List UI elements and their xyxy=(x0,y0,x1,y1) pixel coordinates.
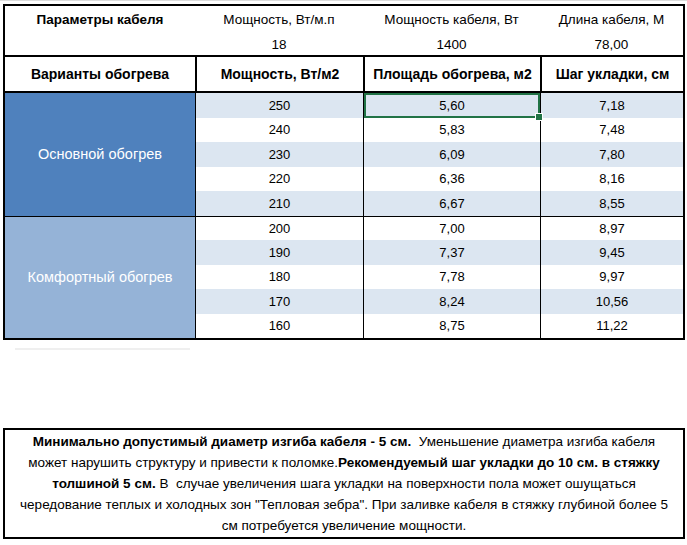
cell-value: 7,78 xyxy=(439,269,464,284)
data-cell[interactable]: 6,67 xyxy=(363,191,540,216)
data-cell[interactable]: 190 xyxy=(195,240,363,265)
cell-value: 9,45 xyxy=(599,245,624,260)
header-cell-power[interactable]: Мощность, Вт/м2 xyxy=(195,57,363,91)
cell-value: 200 xyxy=(269,221,291,236)
cell-value: 5,83 xyxy=(439,122,464,137)
cell-value: 5,60 xyxy=(439,98,464,113)
cell-value: 8,24 xyxy=(439,294,464,309)
gridline-artifact xyxy=(0,0,687,1)
data-cell[interactable]: 8,24 xyxy=(363,289,540,314)
cell-value: 10,56 xyxy=(596,294,629,309)
section-label-text: Основной обогрев xyxy=(38,146,162,162)
section-label-cell[interactable]: Основной обогрев xyxy=(5,93,195,216)
data-cell[interactable]: 7,37 xyxy=(363,240,540,265)
cell-value: 220 xyxy=(269,171,291,186)
param-label-cable-length[interactable]: Длина кабеля, М xyxy=(540,6,683,33)
selected-cell[interactable]: 5,60 xyxy=(363,93,540,118)
data-cell[interactable]: 11,22 xyxy=(540,314,683,339)
cell-value: 6,36 xyxy=(439,171,464,186)
table-header-row: Варианты обогрева Мощность, Вт/м2 Площад… xyxy=(5,55,683,93)
data-cell[interactable]: 240 xyxy=(195,118,363,143)
cell-value: 6,09 xyxy=(439,147,464,162)
cell-value: 170 xyxy=(269,294,291,309)
data-cell[interactable]: 7,80 xyxy=(540,142,683,167)
table-shadow-artifact xyxy=(15,348,190,350)
data-cell[interactable]: 230 xyxy=(195,142,363,167)
data-cell[interactable]: 8,55 xyxy=(540,191,683,216)
param-value-empty[interactable] xyxy=(5,33,195,55)
param-title-cell[interactable]: Параметры кабеля xyxy=(5,6,195,33)
data-cell[interactable]: 7,00 xyxy=(363,216,540,241)
data-cell[interactable]: 8,16 xyxy=(540,167,683,192)
cell-value: 7,00 xyxy=(439,221,464,236)
fill-handle[interactable] xyxy=(535,113,543,121)
data-cell[interactable]: 10,56 xyxy=(540,289,683,314)
data-cell[interactable]: 7,78 xyxy=(363,265,540,290)
data-cell[interactable]: 8,97 xyxy=(540,216,683,241)
cell-value: 180 xyxy=(269,269,291,284)
cell-value: 7,80 xyxy=(599,147,624,162)
cell-value: 11,22 xyxy=(596,318,628,333)
param-label-power-per-m[interactable]: Мощность, Вт/м.п xyxy=(195,6,363,33)
cell-value: 210 xyxy=(269,196,291,211)
data-cell[interactable]: 220 xyxy=(195,167,363,192)
cell-value: 9,97 xyxy=(599,269,624,284)
section-label-text: Комфортный обогрев xyxy=(28,269,173,285)
cell-value: 6,67 xyxy=(439,196,464,211)
data-grid: Основной обогрев 250 5,60 7,18 240 5,83 7,48 23… xyxy=(5,93,683,338)
data-cell[interactable]: 7,48 xyxy=(540,118,683,143)
param-value-power-per-m[interactable]: 18 xyxy=(195,33,363,55)
cell-value: 8,55 xyxy=(599,196,624,211)
data-cell[interactable]: 9,97 xyxy=(540,265,683,290)
data-cell[interactable]: 6,09 xyxy=(363,142,540,167)
data-cell[interactable]: 5,83 xyxy=(363,118,540,143)
data-cell[interactable]: 170 xyxy=(195,289,363,314)
note-bold-bend-diameter: Минимально допустимый диаметр изгиба каб… xyxy=(33,434,411,449)
cell-value: 250 xyxy=(269,98,291,113)
cell-value: 190 xyxy=(269,245,291,260)
cell-value: 7,48 xyxy=(599,122,624,137)
data-cell[interactable]: 8,75 xyxy=(363,314,540,339)
data-cell[interactable]: 210 xyxy=(195,191,363,216)
header-cell-variants[interactable]: Варианты обогрева xyxy=(5,57,195,91)
cell-value: 8,97 xyxy=(599,221,624,236)
spreadsheet-view: Параметры кабеля Мощность, Вт/м.п Мощнос… xyxy=(0,0,687,545)
cell-value: 160 xyxy=(269,318,291,333)
cable-parameters-section: Параметры кабеля Мощность, Вт/м.п Мощнос… xyxy=(5,6,683,55)
data-cell[interactable]: 160 xyxy=(195,314,363,339)
param-label-cable-power[interactable]: Мощность кабеля, Вт xyxy=(363,6,540,33)
data-cell[interactable]: 180 xyxy=(195,265,363,290)
data-cell[interactable]: 7,18 xyxy=(540,93,683,118)
data-cell[interactable]: 9,45 xyxy=(540,240,683,265)
cell-value: 7,18 xyxy=(599,98,624,113)
param-value-cable-length[interactable]: 78,00 xyxy=(540,33,683,55)
cell-value: 7,37 xyxy=(439,245,464,260)
cell-value: 8,75 xyxy=(439,318,464,333)
data-cell[interactable]: 200 xyxy=(195,216,363,241)
section-label-cell[interactable]: Комфортный обогрев xyxy=(5,216,195,339)
note-box: Минимально допустимый диаметр изгиба каб… xyxy=(3,428,685,539)
param-value-cable-power[interactable]: 1400 xyxy=(363,33,540,55)
header-cell-spacing[interactable]: Шаг укладки, см xyxy=(540,57,683,91)
cell-value: 240 xyxy=(269,122,291,137)
cell-value: 8,16 xyxy=(599,171,624,186)
header-cell-area[interactable]: Площадь обогрева, м2 xyxy=(363,57,540,91)
data-cell[interactable]: 6,36 xyxy=(363,167,540,192)
note-text: Минимально допустимый диаметр изгиба каб… xyxy=(5,429,683,538)
data-cell[interactable]: 250 xyxy=(195,93,363,118)
cable-table: Параметры кабеля Мощность, Вт/м.п Мощнос… xyxy=(3,4,685,340)
cell-value: 230 xyxy=(269,147,291,162)
